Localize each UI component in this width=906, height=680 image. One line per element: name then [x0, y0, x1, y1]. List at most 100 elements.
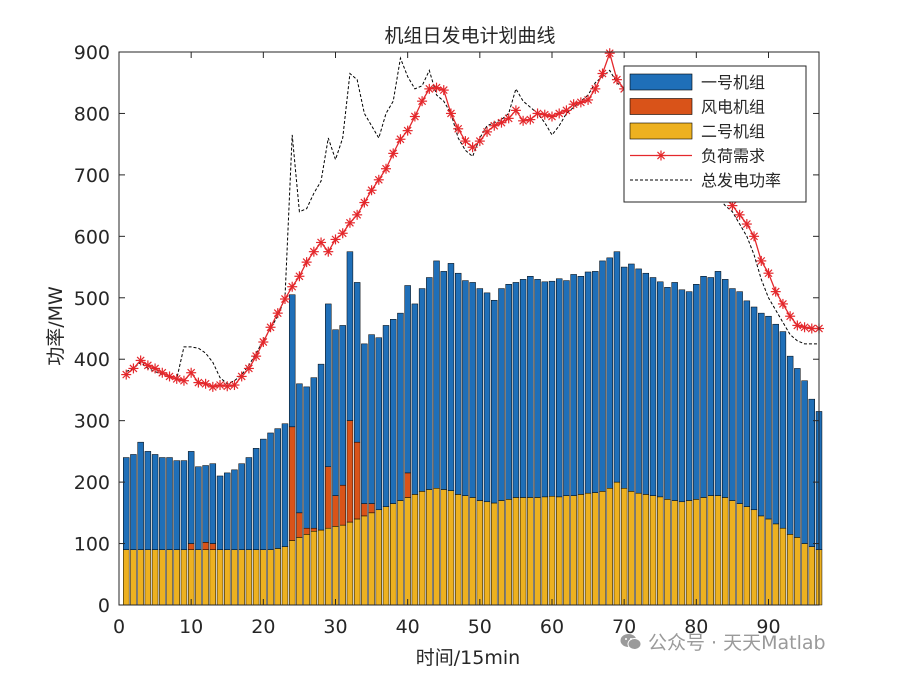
demand-marker-stroke: [786, 312, 795, 321]
x-tick-label: 50: [468, 616, 492, 638]
demand-marker: [734, 209, 745, 220]
demand-marker-stroke: [345, 218, 354, 227]
unit2-bar: [577, 494, 585, 606]
demand-marker: [453, 123, 464, 134]
unit1-bar: [390, 319, 397, 504]
unit2-bar: [123, 549, 130, 606]
unit2-bar: [570, 495, 577, 606]
demand-marker: [575, 97, 586, 108]
legend-swatch: [629, 73, 693, 91]
unit1-bar: [599, 260, 606, 492]
demand-marker-stroke: [728, 201, 737, 210]
unit1-bar: [130, 454, 137, 550]
x-axis-label: 时间/15min: [416, 647, 520, 669]
demand-marker: [604, 48, 615, 59]
demand-marker: [532, 108, 543, 119]
demand-marker: [352, 209, 363, 220]
demand-marker: [330, 234, 341, 245]
unit1-bar: [491, 299, 498, 504]
unit1-bar: [238, 463, 245, 550]
unit2-bar: [195, 549, 202, 606]
demand-marker-stroke: [454, 124, 463, 133]
demand-marker: [279, 294, 290, 305]
unit2-bar: [288, 540, 296, 606]
demand-marker-stroke: [612, 75, 621, 84]
demand-marker: [272, 308, 283, 319]
y-tick-label: 0: [98, 595, 110, 617]
wind-bar: [310, 527, 318, 532]
unit1-bar: [563, 280, 570, 496]
wind-bar: [209, 543, 217, 550]
demand-marker: [431, 82, 442, 93]
unit2-bar: [772, 523, 779, 606]
wind-bar: [325, 466, 332, 529]
y-axis-label: 功率/MW: [45, 286, 67, 366]
demand-marker: [799, 322, 810, 333]
chart-title: 机组日发电计划曲线: [384, 25, 555, 47]
demand-marker-stroke: [223, 382, 232, 391]
demand-marker-stroke: [367, 186, 376, 195]
demand-marker-stroke: [432, 83, 441, 92]
demand-marker: [546, 111, 557, 122]
demand-marker-stroke: [259, 338, 268, 346]
unit2-bar: [642, 494, 650, 606]
unit1-bar: [433, 260, 440, 489]
unit2-bar: [628, 491, 635, 606]
demand-marker: [236, 371, 247, 382]
unit2-bar: [657, 496, 664, 606]
unit2-bar: [440, 489, 447, 606]
demand-marker-stroke: [742, 220, 751, 229]
unit2-bar: [592, 492, 599, 606]
unit2-bar: [397, 500, 404, 606]
demand-marker: [518, 115, 529, 126]
unit1-bar: [721, 279, 729, 498]
demand-marker-stroke: [418, 97, 427, 106]
wind-bar: [361, 503, 368, 517]
unit1-bar: [159, 457, 166, 550]
unit1-bar: [382, 325, 390, 507]
unit1-bar: [758, 312, 765, 517]
demand-marker: [308, 246, 319, 257]
demand-marker-stroke: [483, 127, 492, 136]
unit1-bar: [606, 257, 613, 489]
x-tick-label: 40: [396, 616, 420, 638]
demand-marker-stroke: [179, 376, 188, 385]
unit2-bar: [483, 501, 491, 606]
unit2-bar: [563, 495, 570, 606]
unit2-bar: [137, 549, 144, 606]
unit1-bar: [801, 380, 808, 544]
demand-marker: [568, 99, 579, 110]
demand-marker-stroke: [252, 352, 261, 361]
unit2-bar: [729, 500, 736, 606]
demand-marker: [777, 298, 788, 309]
unit1-bar: [671, 282, 678, 501]
demand-marker-stroke: [389, 149, 398, 158]
demand-marker-stroke: [562, 106, 571, 115]
demand-marker-stroke: [143, 361, 152, 370]
demand-marker-stroke: [360, 198, 369, 207]
unit1-bar: [195, 466, 202, 550]
unit2-bar: [173, 549, 180, 606]
unit1-bar: [693, 284, 700, 500]
demand-marker-stroke: [165, 372, 174, 381]
demand-marker: [590, 83, 601, 94]
unit1-bar: [231, 469, 238, 550]
unit1-bar: [173, 460, 180, 550]
unit1-bar: [635, 268, 642, 494]
demand-marker: [741, 219, 752, 230]
demand-marker-stroke: [735, 210, 744, 219]
demand-marker: [229, 380, 240, 391]
demand-marker: [438, 85, 449, 96]
demand-marker: [251, 351, 262, 362]
demand-marker-stroke: [425, 84, 434, 93]
unit2-bar: [238, 549, 245, 606]
unit1-bar: [180, 460, 188, 550]
unit2-bar: [303, 534, 310, 606]
unit1-bar: [325, 303, 332, 468]
wind-bar: [187, 543, 195, 550]
unit2-bar: [332, 526, 339, 606]
watermark: 公众号 · 天天Matlab: [620, 628, 826, 655]
unit1-bar: [786, 355, 794, 535]
